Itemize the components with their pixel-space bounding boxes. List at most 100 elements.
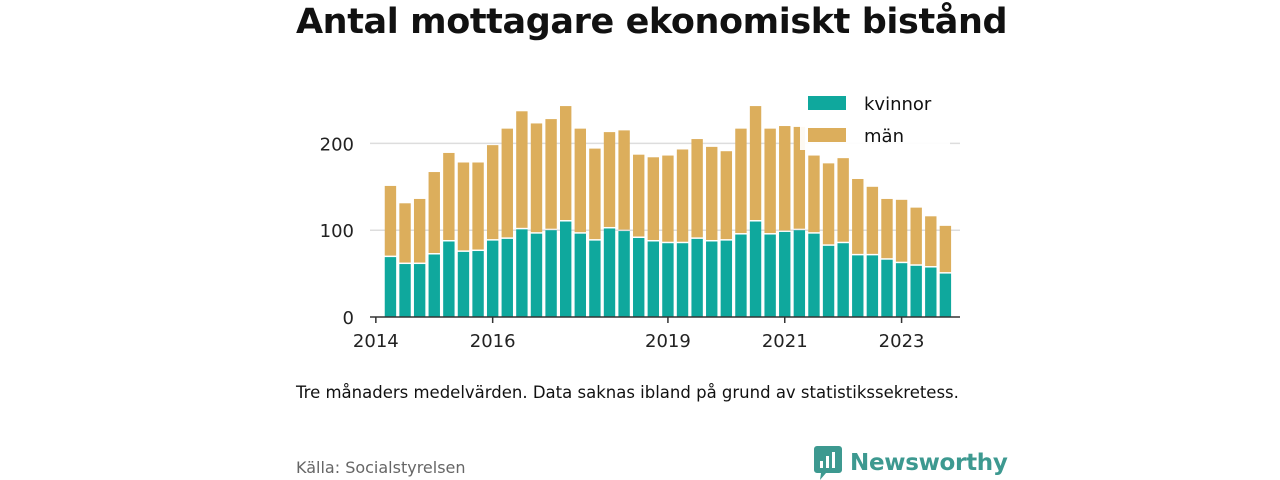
bar-kvinnor xyxy=(691,238,703,317)
bar-man xyxy=(808,155,820,233)
bar-man xyxy=(925,216,937,267)
bar-kvinnor xyxy=(501,238,513,317)
bar-kvinnor xyxy=(939,273,952,317)
bar-kvinnor xyxy=(618,231,630,317)
brand-logo: Newsworthy xyxy=(814,446,1008,480)
x-tick-label: 2023 xyxy=(879,331,925,352)
bar-kvinnor xyxy=(720,240,733,317)
bar-kvinnor xyxy=(545,230,557,317)
y-tick-label: 200 xyxy=(320,134,354,155)
bar-kvinnor xyxy=(559,221,572,317)
bar-kvinnor xyxy=(779,231,791,317)
newsworthy-logo-icon xyxy=(814,446,842,480)
bar-man xyxy=(574,128,586,233)
bar-kvinnor xyxy=(895,263,908,317)
bar-man xyxy=(545,119,557,229)
bar-kvinnor xyxy=(384,257,397,317)
bar-man xyxy=(764,128,776,234)
bar-kvinnor xyxy=(808,233,820,317)
bar-kvinnor xyxy=(574,233,586,317)
bar-kvinnor xyxy=(676,243,689,317)
legend-label: kvinnor xyxy=(864,94,932,115)
bar-man xyxy=(881,198,893,259)
bar-kvinnor xyxy=(662,243,674,317)
bar-man xyxy=(559,106,572,221)
bar-kvinnor xyxy=(925,267,937,317)
y-tick-label: 100 xyxy=(320,221,354,242)
legend: kvinnor män xyxy=(800,88,950,150)
axes: 0 100 200 2014 2016 2019 2021 2023 xyxy=(320,134,960,352)
bar-man xyxy=(457,162,470,251)
bar-man xyxy=(428,172,440,254)
legend-swatch xyxy=(808,128,846,142)
bar-man xyxy=(530,123,543,233)
bar-man xyxy=(516,111,528,228)
bar-man xyxy=(399,203,411,263)
bar-kvinnor xyxy=(457,251,470,317)
bar-kvinnor xyxy=(837,243,849,317)
bar-kvinnor xyxy=(866,255,879,317)
y-tick-label: 0 xyxy=(343,308,354,329)
bar-man xyxy=(472,162,484,250)
legend-swatch xyxy=(808,96,846,110)
bar-kvinnor xyxy=(486,240,499,317)
bar-man xyxy=(837,158,849,242)
bar-kvinnor xyxy=(633,238,645,317)
bar-man xyxy=(735,128,747,234)
bar-kvinnor xyxy=(793,230,806,317)
bar-man xyxy=(647,157,660,240)
bar-kvinnor xyxy=(735,234,747,317)
source-note: Källa: Socialstyrelsen xyxy=(296,458,466,477)
bar-man xyxy=(443,152,455,240)
x-tick-label: 2014 xyxy=(353,331,399,352)
bar-kvinnor xyxy=(399,264,411,317)
bar-man xyxy=(852,178,864,254)
bar-kvinnor xyxy=(764,234,776,317)
bar-chart: 0 100 200 2014 2016 2019 2021 2023 kvinnor män xyxy=(319,88,960,352)
bar-man xyxy=(793,126,806,229)
legend-label: män xyxy=(864,126,904,147)
bar-kvinnor xyxy=(472,251,484,317)
bar-man xyxy=(676,149,689,242)
x-tick-label: 2019 xyxy=(645,331,691,352)
brand-name: Newsworthy xyxy=(850,450,1008,476)
bar-man xyxy=(749,106,762,221)
bar-man xyxy=(706,146,718,240)
bar-kvinnor xyxy=(910,265,922,317)
bar-kvinnor xyxy=(443,241,455,317)
bar-man xyxy=(618,130,630,230)
bar-man xyxy=(633,154,645,237)
chart-title: Antal mottagare ekonomiskt bistånd xyxy=(296,2,1008,42)
x-tick-label: 2021 xyxy=(762,331,808,352)
bar-kvinnor xyxy=(852,255,864,317)
bar-kvinnor xyxy=(428,254,440,317)
bar-kvinnor xyxy=(706,241,718,317)
bar-kvinnor xyxy=(822,245,835,317)
bar-man xyxy=(939,225,952,273)
bar-man xyxy=(910,207,922,265)
bar-man xyxy=(413,198,426,263)
bar-kvinnor xyxy=(749,221,762,317)
bar-man xyxy=(384,185,397,256)
bar-kvinnor xyxy=(589,240,601,317)
bars xyxy=(384,106,952,317)
bar-man xyxy=(603,132,616,227)
bar-man xyxy=(866,186,879,254)
bar-man xyxy=(501,128,513,238)
bar-man xyxy=(662,155,674,242)
bar-man xyxy=(779,126,791,231)
bar-kvinnor xyxy=(530,233,543,317)
bar-kvinnor xyxy=(413,264,426,317)
bar-kvinnor xyxy=(516,229,528,317)
bar-man xyxy=(822,163,835,245)
bar-kvinnor xyxy=(603,228,616,317)
bar-kvinnor xyxy=(881,259,893,317)
bar-man xyxy=(691,139,703,238)
bar-man xyxy=(486,145,499,240)
bar-kvinnor xyxy=(647,241,660,317)
x-tick-label: 2016 xyxy=(470,331,516,352)
bar-man xyxy=(895,199,908,262)
chart-subtitle: Tre månaders medelvärden. Data saknas ib… xyxy=(296,383,959,402)
bar-man xyxy=(720,151,733,240)
bar-man xyxy=(589,148,601,240)
